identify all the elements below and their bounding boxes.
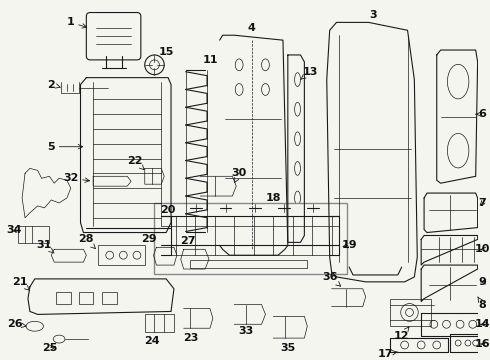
Circle shape — [106, 251, 114, 259]
Text: 16: 16 — [475, 339, 490, 349]
Text: 28: 28 — [78, 234, 96, 249]
Text: 21: 21 — [12, 277, 30, 291]
Text: 32: 32 — [63, 173, 90, 183]
Text: 5: 5 — [48, 142, 83, 152]
Text: 17: 17 — [377, 349, 397, 359]
Text: 10: 10 — [475, 244, 490, 254]
Text: 9: 9 — [479, 277, 487, 287]
Circle shape — [120, 251, 127, 259]
Bar — [98, 246, 145, 265]
Text: 34: 34 — [6, 225, 22, 235]
Text: 23: 23 — [183, 333, 198, 343]
Text: 19: 19 — [342, 240, 357, 250]
Text: 24: 24 — [144, 336, 159, 346]
Text: 8: 8 — [478, 297, 487, 310]
Text: 36: 36 — [322, 272, 341, 286]
Bar — [390, 299, 431, 326]
Text: 1: 1 — [67, 17, 87, 28]
Text: 22: 22 — [127, 156, 144, 170]
Text: 2: 2 — [48, 80, 60, 90]
Text: 20: 20 — [160, 205, 176, 215]
Text: 11: 11 — [202, 55, 218, 65]
Bar — [145, 314, 174, 332]
Text: 3: 3 — [369, 9, 377, 19]
Text: 6: 6 — [476, 109, 487, 119]
Text: 13: 13 — [300, 67, 318, 80]
Text: 18: 18 — [266, 193, 281, 203]
Text: 29: 29 — [141, 234, 156, 244]
Text: 35: 35 — [280, 343, 295, 353]
Text: 15: 15 — [158, 47, 174, 57]
Bar — [154, 203, 347, 274]
Bar — [191, 260, 307, 268]
Circle shape — [133, 251, 141, 259]
Bar — [102, 292, 117, 303]
Bar — [18, 226, 49, 243]
Text: 27: 27 — [180, 237, 196, 246]
Text: 30: 30 — [232, 168, 247, 183]
Text: 33: 33 — [238, 326, 254, 336]
Text: 26: 26 — [7, 319, 26, 329]
Text: 12: 12 — [394, 327, 410, 341]
Text: 7: 7 — [479, 198, 487, 208]
Bar — [56, 292, 71, 303]
Bar — [78, 292, 93, 303]
Text: 25: 25 — [42, 343, 57, 353]
Text: 14: 14 — [475, 319, 490, 329]
Text: 31: 31 — [37, 240, 54, 253]
Text: 4: 4 — [248, 23, 256, 33]
FancyBboxPatch shape — [86, 13, 141, 60]
